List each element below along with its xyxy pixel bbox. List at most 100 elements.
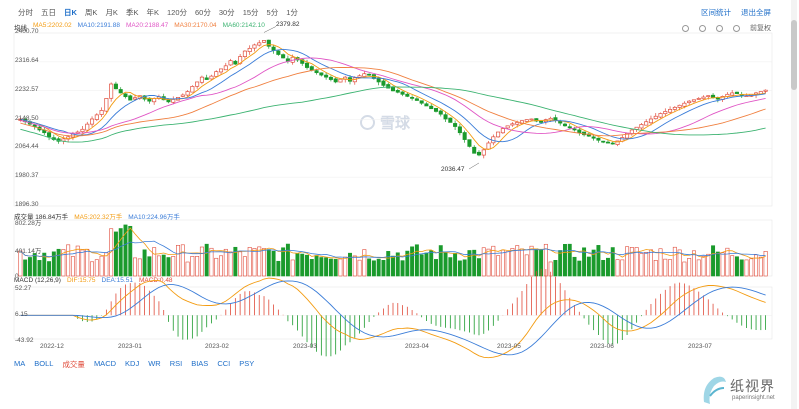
volume-bar <box>70 256 75 277</box>
indicator-tab[interactable]: WR <box>148 359 161 368</box>
exit-fullscreen-link[interactable]: 退出全屏 <box>741 8 771 17</box>
volume-bar <box>586 256 591 277</box>
scrollbar-thumb[interactable] <box>791 20 797 90</box>
volume-bar <box>56 248 61 277</box>
volume-ma-line <box>20 240 766 258</box>
indicator-tabs: MA BOLL 成交量 MACD KDJ WR RSI BIAS CCI PSY <box>14 359 254 370</box>
volume-bar <box>171 256 176 277</box>
indicator-tab[interactable]: MACD <box>93 359 117 368</box>
volume-value: 成交量 186.84万手 <box>14 214 69 221</box>
period-tab[interactable]: 季K <box>125 8 139 17</box>
candle-body <box>357 75 362 78</box>
candle-body <box>204 77 209 80</box>
period-tab[interactable]: 1分 <box>286 8 298 17</box>
period-tab[interactable]: 月K <box>105 8 118 17</box>
date-axis-label: 2023-02 <box>205 343 229 350</box>
volume-bar <box>305 254 309 277</box>
volume-bar <box>725 247 730 277</box>
ma-line <box>20 86 766 143</box>
indicator-tab[interactable]: CCI <box>217 359 231 368</box>
volume-bar <box>572 256 577 277</box>
volume-bar <box>620 259 625 277</box>
scrollbar[interactable] <box>791 0 797 409</box>
price-axis-label: 1896.30 <box>15 201 39 208</box>
volume-ma5: MA5:202.32万手 <box>74 214 123 221</box>
volume-bar <box>295 253 300 277</box>
volume-bar <box>233 246 238 277</box>
period-tab[interactable]: 日K <box>64 8 77 17</box>
ma60-legend: MA60:2142.10 <box>222 22 265 29</box>
volume-bar <box>419 254 424 277</box>
volume-bar <box>252 248 257 277</box>
period-tab[interactable]: 五日 <box>41 8 56 17</box>
period-tab[interactable]: 60分 <box>195 8 211 17</box>
volume-bar <box>505 251 510 277</box>
indicator-tab[interactable]: RSI <box>169 359 183 368</box>
front-adjust-toggle[interactable]: 前复权 <box>750 25 771 32</box>
panel-frame <box>13 286 773 340</box>
interval-stats-link[interactable]: 区间统计 <box>701 8 731 17</box>
candle-body <box>367 73 372 76</box>
volume-bar <box>691 250 696 277</box>
high-annotation: 2379.82 <box>276 21 300 29</box>
volume-bar <box>343 256 348 277</box>
period-tab[interactable]: 5分 <box>266 8 279 17</box>
volume-bar <box>529 245 534 277</box>
candle-body <box>190 86 195 93</box>
candle-body <box>567 126 572 129</box>
ma-legend-name: 均线 <box>14 25 27 32</box>
indicator-tab[interactable]: PSY <box>239 359 255 368</box>
volume-bar <box>734 256 739 277</box>
low-marker-line <box>468 162 480 170</box>
candle-body <box>515 122 520 125</box>
volume-bar <box>462 259 467 277</box>
candle-body <box>252 44 257 49</box>
candle-body <box>562 123 567 127</box>
ma-line <box>20 48 766 143</box>
period-tab[interactable]: 120分 <box>166 8 187 17</box>
volume-bar <box>37 260 42 277</box>
candle-body <box>524 119 529 122</box>
indicator-tab[interactable]: BOLL <box>34 359 54 368</box>
candle-body <box>644 121 649 126</box>
candle-body <box>328 76 333 80</box>
candle-body <box>199 76 204 83</box>
volume-bar <box>142 249 147 277</box>
draw-icon[interactable] <box>733 24 740 32</box>
candle-body <box>730 92 735 96</box>
candle-body <box>696 98 701 100</box>
macd-axis-label: 6.15 <box>15 311 28 318</box>
indicator-tab[interactable]: MA <box>14 359 26 368</box>
volume-bar <box>90 261 95 277</box>
volume-bar <box>147 256 152 277</box>
volume-bar <box>185 261 190 277</box>
ma20-legend: MA20:2188.47 <box>125 22 169 29</box>
indicator-tab[interactable]: 成交量 <box>62 360 85 369</box>
settings-icon[interactable] <box>682 24 689 32</box>
period-tab[interactable]: 30分 <box>218 8 235 17</box>
indicator-tab[interactable]: BIAS <box>191 359 209 368</box>
candle-body <box>276 50 281 55</box>
candle-body <box>443 114 448 120</box>
period-tabs: 分时 五日 日K 周K 月K 季K 年K 120分 60分 30分 15分 5分 1分 <box>14 7 302 18</box>
volume-bar <box>443 252 448 277</box>
volume-bar <box>66 244 71 277</box>
candle-body <box>653 115 658 120</box>
logo-icon <box>703 376 726 404</box>
candle-body <box>668 109 673 113</box>
period-tab[interactable]: 15分 <box>242 8 259 17</box>
period-tab[interactable]: 年K <box>146 8 159 17</box>
volume-bar <box>27 257 32 277</box>
candle-body <box>381 80 386 86</box>
zoom-in-icon[interactable] <box>699 24 706 32</box>
zoom-out-icon[interactable] <box>716 24 723 32</box>
candle-body <box>453 123 458 127</box>
indicator-tab[interactable]: KDJ <box>125 359 140 368</box>
volume-bar <box>85 248 90 277</box>
volume-bar <box>219 255 223 277</box>
candle-body <box>448 117 453 123</box>
candle-body <box>214 71 219 77</box>
period-tab[interactable]: 分时 <box>18 8 33 17</box>
period-tab[interactable]: 周K <box>84 8 98 17</box>
